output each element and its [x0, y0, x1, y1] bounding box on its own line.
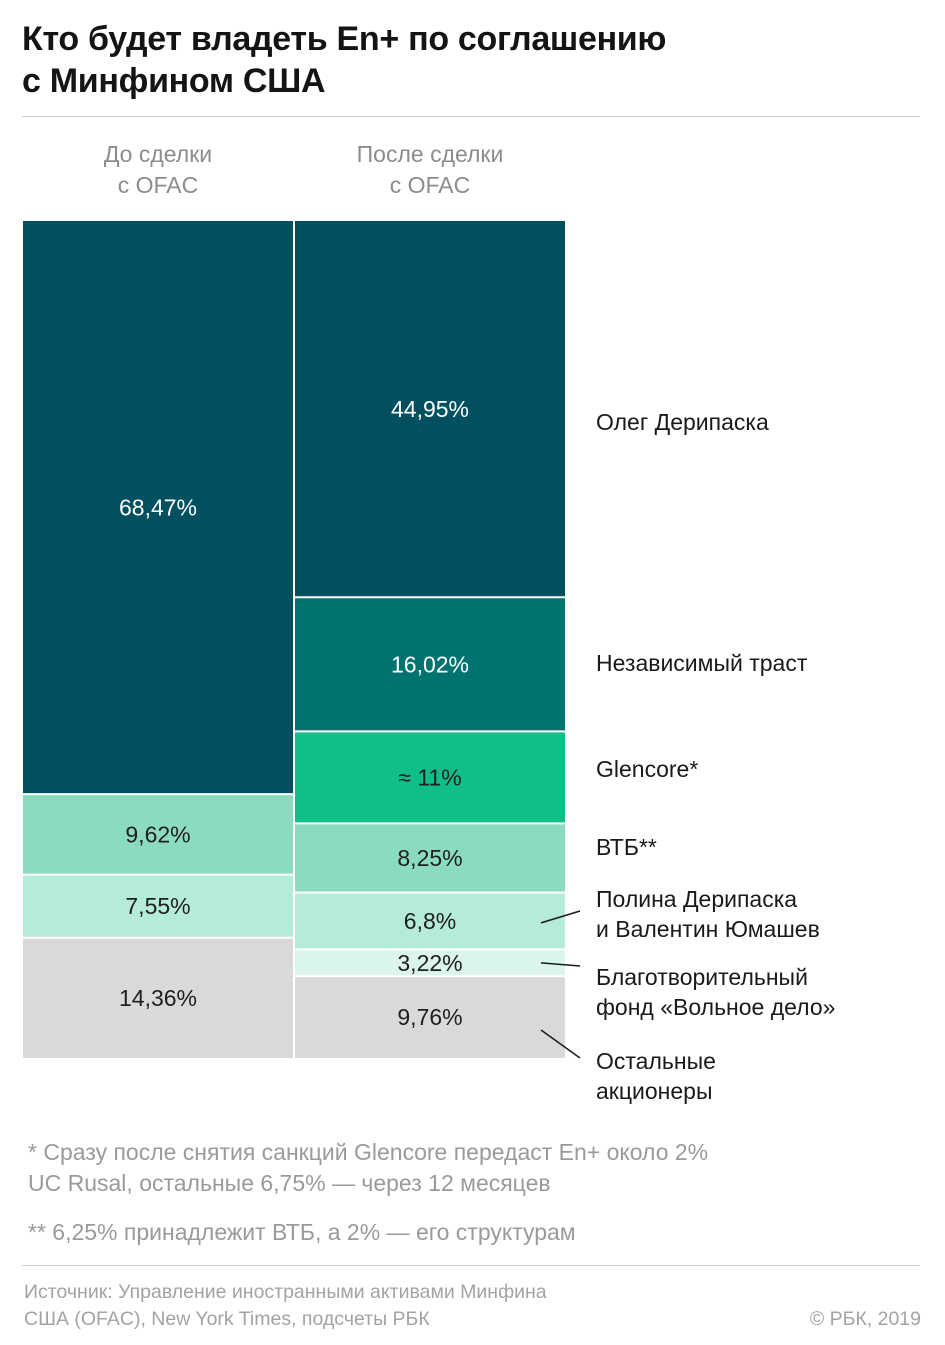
bar-segment-vtb — [23, 794, 293, 875]
footnote-line: ** 6,25% принадлежит ВТБ, а 2% — его стр… — [28, 1219, 576, 1245]
footnote-line: UC Rusal, остальные 6,75% — через 12 мес… — [28, 1170, 551, 1196]
bar-segment-deripaska — [23, 221, 293, 795]
column-header-line: с OFAC — [117, 172, 199, 198]
legend-label: Олег Дерипаска — [596, 409, 769, 435]
bar-segment-others — [23, 937, 293, 1058]
bar-segment-family — [23, 874, 293, 938]
source-note: Источник: Управление иностранными актива… — [24, 1279, 547, 1333]
leader-line — [540, 1029, 581, 1059]
leader-line — [540, 962, 581, 967]
top-divider — [22, 116, 920, 117]
chart-title-line: Кто будет владеть En+ по соглашению — [22, 20, 667, 58]
data-label: 9,76% — [397, 1004, 462, 1030]
data-label: 44,95% — [391, 396, 469, 422]
legend-label: Остальные — [596, 1048, 716, 1074]
legend-item-fund: Благотворительный фонд «Вольное дело» — [596, 962, 835, 1022]
legend-item-trust: Независимый траст — [596, 648, 807, 678]
legend-label: акционеры — [596, 1078, 713, 1104]
data-label: 8,25% — [397, 845, 462, 871]
legend-label: Полина Дерипаска — [596, 886, 798, 912]
column-header-line: До сделки — [103, 141, 213, 167]
legend-label: Независимый траст — [596, 650, 808, 676]
bar-segment-others — [295, 976, 565, 1058]
legend-item-glencore: Glencore* — [596, 754, 698, 784]
bar-segment-family — [295, 892, 565, 950]
data-label: 6,8% — [404, 908, 456, 934]
legend-label: фонд «Вольное дело» — [596, 994, 836, 1020]
data-label: 3,22% — [397, 950, 462, 976]
footnote-line: * Сразу после снятия санкций Glencore пе… — [28, 1139, 709, 1165]
bottom-divider — [22, 1265, 920, 1266]
source-line: Источник: Управление иностранными актива… — [24, 1281, 547, 1303]
chart-title-line: с Минфином США — [22, 62, 326, 100]
legend-item-deripaska: Олег Дерипаска — [596, 407, 769, 437]
data-label: 68,47% — [119, 495, 197, 521]
legend-item-family: Полина Дерипаска и Валентин Юмашев — [596, 884, 820, 944]
copyright: © РБК, 2019 — [809, 1308, 921, 1330]
bar-segment-trust — [295, 597, 565, 732]
chart-title: Кто будет владеть En+ по соглашению с Ми… — [22, 18, 902, 102]
footnote-glencore: * Сразу после снятия санкций Glencore пе… — [28, 1137, 708, 1199]
footnote-vtb: ** 6,25% принадлежит ВТБ, а 2% — его стр… — [28, 1217, 576, 1248]
legend-item-vtb: ВТБ** — [596, 832, 657, 862]
column-header-line: После сделки — [356, 141, 504, 167]
data-label: 7,55% — [125, 893, 190, 919]
bar-segment-fund — [295, 949, 565, 977]
bar-segment-vtb — [295, 823, 565, 893]
bar-segment-deripaska — [295, 221, 565, 598]
column-header-line: с OFAC — [389, 172, 471, 198]
data-label: 9,62% — [125, 821, 190, 847]
bar-segment-glencore — [295, 731, 565, 824]
column-header-before: До сделки с OFAC — [23, 139, 293, 201]
column-header-after: После сделки с OFAC — [295, 139, 565, 201]
legend-label: Glencore* — [596, 756, 699, 782]
leader-line — [540, 910, 581, 924]
data-label: 16,02% — [391, 651, 469, 677]
legend-label: и Валентин Юмашев — [596, 916, 820, 942]
legend-label: ВТБ** — [596, 834, 657, 860]
data-label: ≈ 11% — [398, 764, 461, 790]
legend-label: Благотворительный — [596, 964, 808, 990]
data-label: 14,36% — [119, 985, 197, 1011]
source-line: США (OFAC), New York Times, подсчеты РБК — [24, 1308, 430, 1330]
legend-item-others: Остальные акционеры — [596, 1046, 716, 1106]
